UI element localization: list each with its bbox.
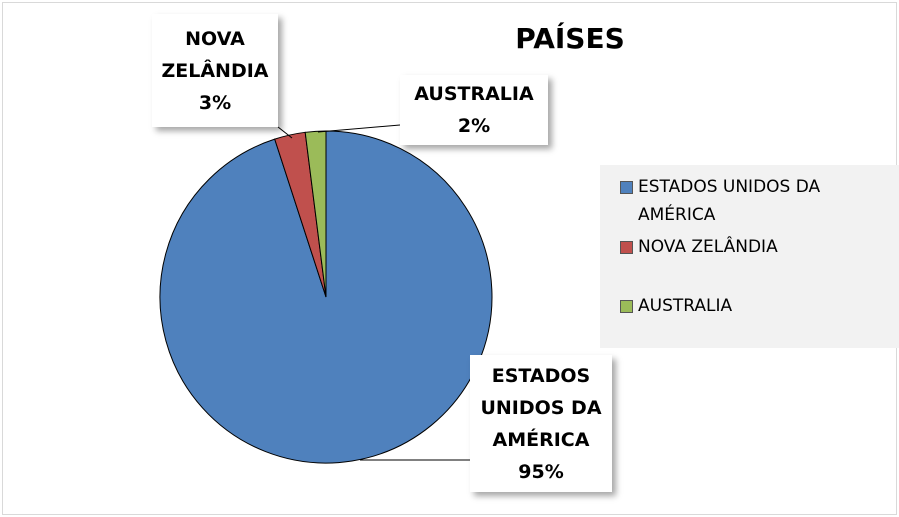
data-label-value: 95% — [518, 460, 564, 483]
data-label: NOVA ZELÂNDIA 3% — [152, 14, 278, 127]
legend-label: ESTADOS UNIDOS DA AMÉRICA — [638, 177, 821, 225]
legend-item: NOVA ZELÂNDIA — [620, 233, 890, 261]
legend-swatch — [620, 300, 633, 313]
legend-item: ESTADOS UNIDOS DA AMÉRICA — [620, 173, 890, 229]
legend-label: AUSTRALIA — [638, 296, 733, 316]
leader-line — [317, 124, 401, 133]
legend-swatch — [620, 181, 633, 194]
legend-swatch — [620, 241, 633, 254]
legend: ESTADOS UNIDOS DA AMÉRICA NOVA ZELÂNDIA AU… — [600, 165, 899, 348]
chart-title: PAÍSES — [515, 22, 625, 55]
legend-item: AUSTRALIA — [620, 292, 890, 320]
data-label-category: ESTADOS UNIDOS DA AMÉRICA — [480, 364, 602, 451]
data-label: AUSTRALIA 2% — [400, 75, 548, 145]
data-label-category: AUSTRALIA — [414, 83, 534, 105]
data-label: ESTADOS UNIDOS DA AMÉRICA 95% — [470, 355, 612, 492]
legend-label: NOVA ZELÂNDIA — [638, 237, 778, 257]
data-label-value: 3% — [198, 91, 232, 114]
leader-line — [277, 126, 293, 139]
data-label-category: NOVA ZELÂNDIA — [161, 27, 269, 82]
data-label-value: 2% — [457, 115, 491, 137]
